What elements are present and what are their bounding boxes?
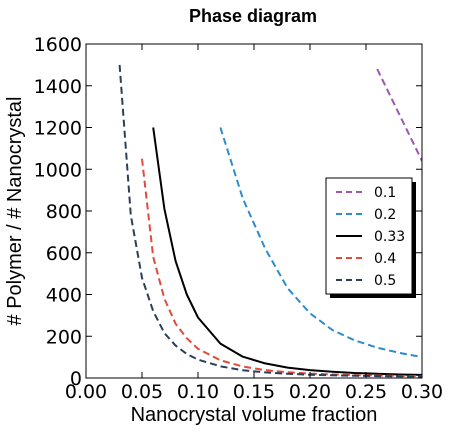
legend-label-0.33: 0.33 xyxy=(374,229,405,245)
x-tick-label: 0.05 xyxy=(121,381,163,403)
x-tick-label: 0.10 xyxy=(177,381,219,403)
legend-label-0.2: 0.2 xyxy=(374,207,396,223)
chart-title: Phase diagram xyxy=(189,6,317,26)
y-tick-label: 1600 xyxy=(34,34,82,56)
y-tick-label: 800 xyxy=(46,201,82,223)
x-axis-title: Nanocrystal volume fraction xyxy=(131,404,378,426)
series-line-0.2 xyxy=(219,127,422,359)
x-tick-label: 0.30 xyxy=(401,381,443,403)
y-axis: 0 200 400 600 800 1000 1200 1400 1600 xyxy=(34,34,422,390)
series-line-0.33 xyxy=(152,127,422,376)
x-tick-label: 0.00 xyxy=(65,381,107,403)
y-tick-label: 0 xyxy=(70,368,82,390)
x-tick-label: 0.20 xyxy=(289,381,331,403)
y-tick-label: 1400 xyxy=(34,76,82,98)
legend: 0.1 0.2 0.33 0.4 0.5 xyxy=(325,177,416,298)
legend-label-0.5: 0.5 xyxy=(374,273,396,289)
y-tick-label: 600 xyxy=(46,243,82,265)
x-axis: 0.00 0.05 0.10 0.15 0.20 0.25 0.30 xyxy=(65,44,443,403)
legend-label-0.1: 0.1 xyxy=(374,185,396,201)
y-tick-label: 1200 xyxy=(34,118,82,140)
x-tick-label: 0.25 xyxy=(345,381,387,403)
x-tick-label: 0.15 xyxy=(233,381,275,403)
y-tick-label: 200 xyxy=(46,326,82,348)
y-tick-label: 400 xyxy=(46,285,82,307)
series-line-0.1 xyxy=(376,68,422,162)
legend-label-0.4: 0.4 xyxy=(374,251,396,267)
series-line-0.5 xyxy=(118,64,422,378)
y-axis-title: # Polymer / # Nanocrystal xyxy=(4,97,26,326)
y-tick-label: 1000 xyxy=(34,159,82,181)
